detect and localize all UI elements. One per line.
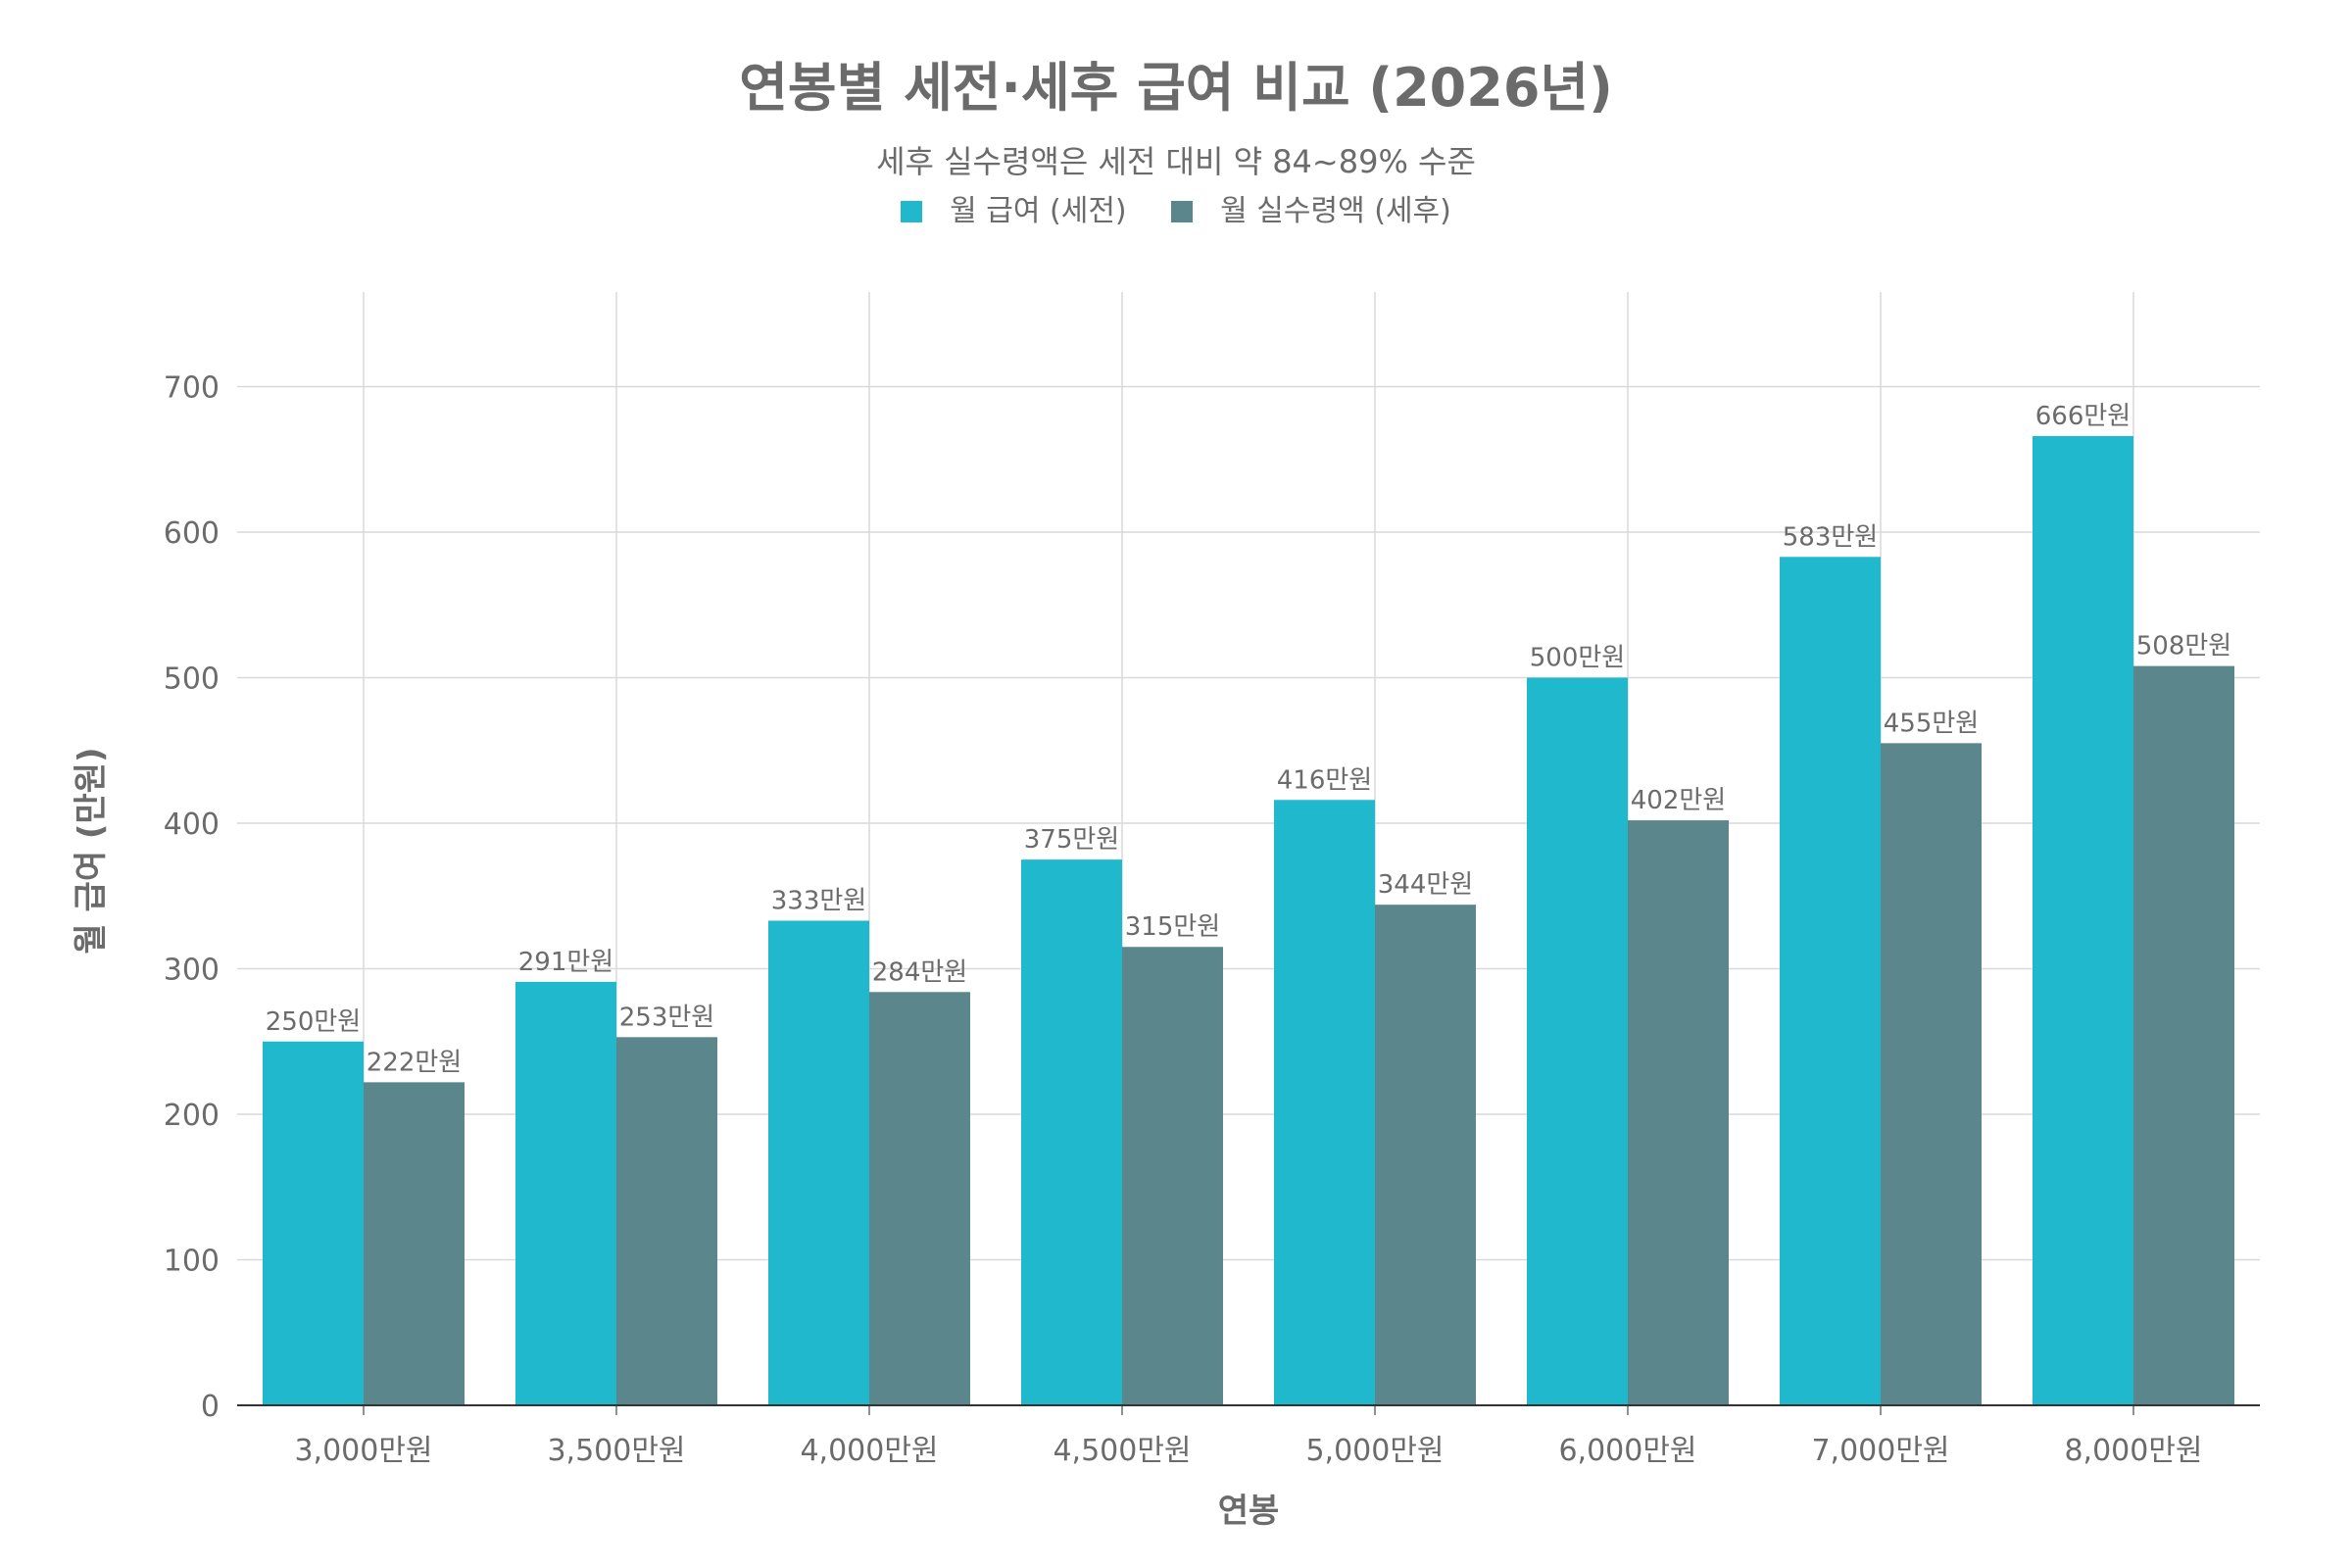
data-label-pretax: 333만원 bbox=[771, 887, 866, 916]
x-tick-label: 8,000만원 bbox=[2064, 1434, 2202, 1468]
data-label-posttax: 222만원 bbox=[367, 1048, 462, 1077]
legend-item-pretax: 월 급여 (세전) bbox=[901, 186, 1127, 229]
bar-posttax bbox=[1375, 905, 1476, 1405]
data-label-posttax: 253만원 bbox=[619, 1003, 714, 1032]
y-tick-label: 400 bbox=[164, 808, 220, 842]
legend-label-posttax: 월 실수령액 (세후) bbox=[1220, 194, 1451, 228]
data-label-pretax: 666만원 bbox=[2035, 402, 2131, 431]
data-label-posttax: 344만원 bbox=[1378, 870, 1473, 900]
label-layer: 250만원 291만원 333만원 375만원 416만원 500만원 583만원 666만원… bbox=[266, 402, 2231, 1077]
x-tick-label: 6,000만원 bbox=[1558, 1434, 1696, 1468]
data-label-pretax: 375만원 bbox=[1024, 825, 1119, 855]
bar-posttax bbox=[1881, 743, 1982, 1405]
data-label-pretax: 291만원 bbox=[518, 948, 613, 977]
bar-pretax bbox=[1021, 859, 1122, 1405]
legend-item-posttax: 월 실수령액 (세후) bbox=[1171, 186, 1451, 229]
y-tick-label: 100 bbox=[164, 1245, 220, 1279]
y-axis-title: 월 급여 (만원) bbox=[72, 747, 111, 954]
chart-title: 연봉별 세전·세후 급여 비교 (2026년) bbox=[739, 57, 1613, 119]
bar-posttax bbox=[1122, 947, 1223, 1405]
y-tick-label: 0 bbox=[201, 1390, 220, 1424]
bar-pretax bbox=[515, 981, 616, 1405]
x-axis-title: 연봉 bbox=[1218, 1492, 1280, 1531]
bar-posttax bbox=[1628, 820, 1729, 1405]
data-label-posttax: 315만원 bbox=[1125, 912, 1220, 942]
y-tick-label: 700 bbox=[164, 371, 220, 406]
chart-subtitle: 세후 실수령액은 세전 대비 약 84~89% 수준 bbox=[876, 143, 1476, 180]
data-label-pretax: 416만원 bbox=[1277, 765, 1372, 795]
y-tick-label: 500 bbox=[164, 662, 220, 697]
legend-swatch-pretax bbox=[901, 201, 923, 222]
legend-swatch-posttax bbox=[1171, 201, 1194, 222]
bar-pretax bbox=[1527, 677, 1628, 1405]
data-label-posttax: 455만원 bbox=[1884, 709, 1979, 738]
data-label-pretax: 250만원 bbox=[266, 1007, 361, 1037]
bar-pretax bbox=[1274, 800, 1375, 1405]
x-tick-label: 3,500만원 bbox=[547, 1434, 685, 1468]
y-tick-label: 300 bbox=[164, 954, 220, 988]
data-label-posttax: 402만원 bbox=[1631, 786, 1726, 815]
bar-pretax bbox=[2033, 436, 2133, 1405]
legend-label-pretax: 월 급여 (세전) bbox=[950, 194, 1127, 228]
data-label-posttax: 508만원 bbox=[2136, 632, 2231, 662]
bar-posttax bbox=[869, 992, 970, 1405]
bar-posttax bbox=[616, 1037, 717, 1405]
data-label-pretax: 500만원 bbox=[1530, 644, 1625, 673]
legend: 월 급여 (세전) 월 실수령액 (세후) bbox=[0, 186, 2352, 229]
x-tick-label: 5,000만원 bbox=[1305, 1434, 1444, 1468]
axis-layer: 연봉 월 급여 (만원) 0 100 200 300 400 500 600 700 3,000… bbox=[72, 371, 2260, 1531]
bar-posttax bbox=[2133, 665, 2234, 1405]
x-tick-label: 4,500만원 bbox=[1053, 1434, 1191, 1468]
x-tick-label: 3,000만원 bbox=[294, 1434, 432, 1468]
data-label-posttax: 284만원 bbox=[872, 957, 967, 987]
data-label-pretax: 583만원 bbox=[1783, 522, 1878, 552]
bar-pretax bbox=[768, 920, 869, 1405]
x-tick-label: 4,000만원 bbox=[800, 1434, 938, 1468]
bar-pretax bbox=[1780, 557, 1881, 1405]
bar-pretax bbox=[263, 1041, 364, 1405]
bar-layer bbox=[263, 436, 2234, 1405]
y-tick-label: 200 bbox=[164, 1099, 220, 1133]
x-tick-label: 7,000만원 bbox=[1811, 1434, 1949, 1468]
bar-posttax bbox=[364, 1082, 465, 1405]
y-tick-label: 600 bbox=[164, 516, 220, 551]
